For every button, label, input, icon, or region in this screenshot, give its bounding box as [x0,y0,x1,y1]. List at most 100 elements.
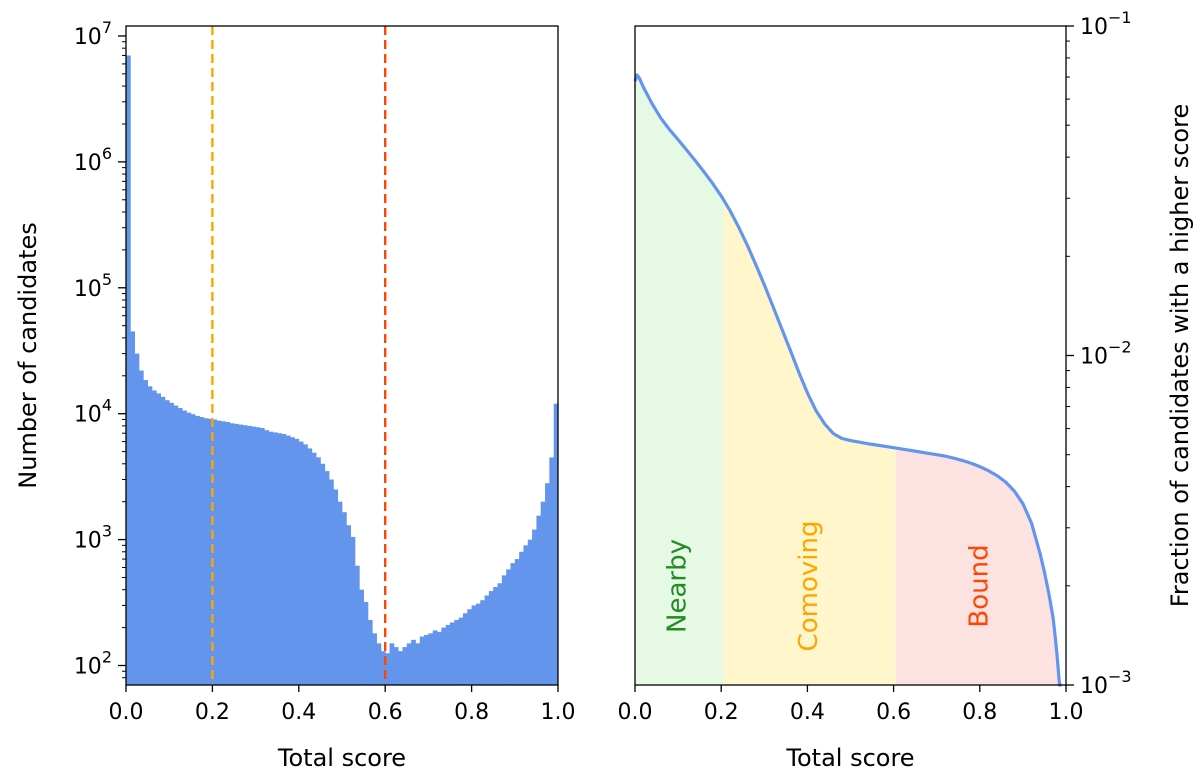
histogram-bar [138,370,144,685]
x-tick-label: 0.0 [618,700,653,725]
histogram-bar [320,463,326,685]
histogram-bar [329,479,334,685]
histogram-bar [160,396,166,685]
region-fill [895,448,1062,685]
histogram-bar [134,353,140,685]
x-tick-label: 1.0 [1049,700,1084,725]
histogram-bar [415,643,421,685]
histogram-bar [173,405,179,685]
histogram-bar [527,539,533,685]
histogram-bar [277,433,282,685]
region-fill [635,75,724,686]
region-label: Comoving [794,521,824,652]
histogram-bar [549,457,555,685]
region-label: Bound [964,544,994,627]
x-tick-label: 0.0 [109,700,144,725]
histogram-bar [506,569,511,685]
histogram-bar [199,417,205,685]
histogram-bar [363,601,369,685]
histogram-bar [458,617,464,685]
histogram-bar [367,619,373,685]
histogram-bar [380,651,386,685]
cumulative-panel: Nearby Comoving Bound 0.0 0.2 0.4 0.6 0.8 1.0 1… [618,8,1195,772]
histogram-bar [324,471,330,685]
histogram-bar [246,425,252,685]
histogram-bar [510,563,516,685]
histogram-bar [450,622,455,685]
y-tick-label: 102 [74,647,112,679]
histogram-plot-frame [125,25,559,686]
histogram-bar [424,634,429,685]
histogram-bar [393,647,399,685]
histogram-bar [182,410,187,685]
cumulative-x-ticks: 0.0 0.2 0.4 0.6 0.8 1.0 [618,685,1084,725]
y-tick-label: 105 [74,270,112,302]
x-tick-label: 0.6 [368,700,403,725]
histogram-bar [130,331,136,685]
histogram-bar [242,425,248,685]
histogram-bar [285,435,291,685]
cumulative-y-axis-label: Fraction of candidates with a higher sco… [1166,104,1194,607]
histogram-bar [337,501,343,685]
histogram-bar [385,653,390,685]
histogram-bar [475,603,481,685]
cumulative-fraction-curve [633,73,1062,687]
histogram-bar [307,448,313,685]
x-tick-label: 0.6 [876,700,911,725]
histogram-bar [441,627,447,685]
region-fill [723,199,896,685]
histogram-bar [411,639,416,685]
region-labels: Nearby Comoving Bound [663,521,995,652]
histogram-bar [523,545,529,685]
histogram-bar [294,438,300,685]
histogram-bar [359,589,364,685]
histogram-bar [419,636,425,685]
histogram-bar [501,575,507,685]
histogram-bar [484,595,490,685]
histogram-bars [126,55,559,686]
x-tick-label: 0.4 [281,700,316,725]
histogram-bar [208,418,213,685]
histogram-bar [268,431,274,685]
x-tick-label: 0.2 [704,700,739,725]
histogram-bar [398,651,403,685]
histogram-bar [488,591,494,685]
histogram-bar [545,483,550,685]
histogram-bar [536,515,542,685]
cumulative-y-ticks: 10−3 10−2 10−1 [1066,8,1132,699]
histogram-bar [238,424,244,685]
histogram-bar [164,400,170,685]
histogram-bar [264,430,269,685]
histogram-bar [221,421,226,685]
histogram-bar [281,433,287,685]
histogram-bar [259,427,265,685]
histogram-bar [406,643,412,685]
histogram-bar [190,414,196,685]
score-regions [635,75,1062,686]
y-tick-label: 103 [74,522,112,554]
x-tick-label: 0.8 [962,700,997,725]
histogram-bar [428,633,434,685]
histogram-bar [251,426,256,685]
histogram-bar [467,609,472,685]
y-tick-label: 104 [74,396,112,428]
histogram-bar [462,613,468,685]
histogram-bar [480,600,485,685]
histogram-x-axis-label: Total score [277,744,406,772]
histogram-bar [169,402,174,685]
histogram-bar [454,619,460,685]
histogram-bar [553,403,559,685]
histogram-bar [333,489,339,685]
histogram-bar [151,390,157,685]
histogram-bar [229,423,235,685]
histogram-bar [471,605,477,685]
y-tick-label: 107 [74,18,112,50]
histogram-bar [372,633,377,685]
x-tick-label: 0.4 [790,700,825,725]
histogram-bar [376,643,382,685]
histogram-bar [147,386,153,685]
histogram-bar [354,565,360,685]
x-tick-label: 0.8 [454,700,489,725]
histogram-bar [298,441,304,685]
